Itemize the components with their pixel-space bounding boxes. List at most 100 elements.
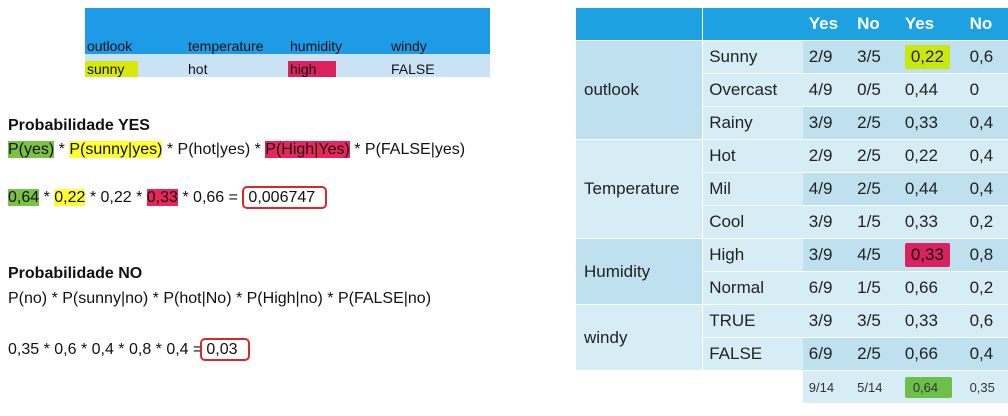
- table-row: Temperature Hot 2/9 2/5 0,22 0,4: [576, 140, 1008, 239]
- cell: 2/9: [802, 41, 852, 74]
- table-row: Normal 6/9 1/5 0,66 0,2: [576, 272, 1008, 305]
- cell: 0,33: [898, 206, 964, 239]
- value-false: FALSE: [702, 338, 803, 371]
- yes-formula-sunny: P(sunny|yes): [69, 141, 163, 158]
- cell: 4/9: [802, 74, 852, 107]
- cell: 0/5: [851, 74, 899, 107]
- cell: 0,4: [963, 140, 1008, 173]
- table-row: Mil 4/9 2/5 0,44 0,4: [576, 173, 1008, 206]
- cell: 3/9: [802, 206, 852, 239]
- value-hot: Hot: [702, 140, 803, 173]
- yes-formula-sep2: * P(hot|yes) *: [162, 141, 266, 158]
- header-prob-no: No: [963, 8, 1008, 41]
- cell: 0,6: [963, 41, 1008, 74]
- cell: 0,22: [898, 140, 964, 173]
- yes-calc-v3: 0,33: [146, 189, 178, 206]
- value-normal: Normal: [702, 272, 803, 305]
- table-row: Cool 3/9 1/5 0,33 0,2: [576, 206, 1008, 239]
- instance-header-humidity: humidity: [288, 8, 389, 54]
- feature-temperature: Temperature: [576, 140, 703, 239]
- header-blank-value: [702, 8, 803, 41]
- cell: 1/5: [851, 272, 899, 305]
- yes-calc-v1: 0,64: [8, 189, 40, 206]
- cell: 3/9: [802, 107, 852, 140]
- feature-outlook: outlook: [576, 41, 703, 140]
- table-row: Rainy 3/9 2/5 0,33 0,4: [576, 107, 1008, 140]
- yes-calculation: 0,64 * 0,22 * 0,22 * 0,33 * 0,66 = 0,006…: [8, 186, 328, 209]
- cell: 3/5: [851, 305, 899, 338]
- cell: 0,33: [898, 305, 964, 338]
- yes-result: 0,006747: [242, 186, 328, 209]
- header-prob-yes: Yes: [898, 8, 964, 41]
- value-overcast: Overcast: [702, 74, 803, 107]
- cell: 0,44: [898, 173, 964, 206]
- cell: 0,4: [963, 338, 1008, 371]
- no-calculation: 0,35 * 0,6 * 0,4 * 0,8 * 0,4 = 0,03: [8, 338, 250, 361]
- highlight-high-yes: 0,33: [904, 243, 950, 267]
- cell: 0: [963, 74, 1008, 107]
- cell: 6/9: [802, 338, 852, 371]
- yes-formula-sep1: *: [54, 141, 70, 158]
- footer-blank-feature: [576, 371, 703, 404]
- cell: 2/5: [851, 173, 899, 206]
- instance-value-row: sunny hot high FALSE: [85, 54, 490, 77]
- table-row: Overcast 4/9 0/5 0,44 0: [576, 74, 1008, 107]
- cell: 3/9: [802, 239, 852, 272]
- instance-value-temperature: hot: [186, 54, 288, 77]
- feature-windy: windy: [576, 305, 703, 371]
- table-row: FALSE 6/9 2/5 0,66 0,4: [576, 338, 1008, 371]
- instance-value-windy: FALSE: [389, 54, 490, 77]
- header-blank-feature: [576, 8, 703, 41]
- cell: 6/9: [802, 272, 852, 305]
- cell: 2/5: [851, 140, 899, 173]
- yes-calc-sep1: *: [39, 189, 55, 206]
- cell-highlight-cell: 0,22: [898, 41, 964, 74]
- instance-cell-humidity: high: [288, 54, 389, 77]
- value-sunny: Sunny: [702, 41, 803, 74]
- cell: 3/9: [802, 305, 852, 338]
- value-cool: Cool: [702, 206, 803, 239]
- highlight-sunny-yes: 0,22: [904, 45, 950, 69]
- instance-value-outlook: sunny: [85, 61, 139, 77]
- value-mil: Mil: [702, 173, 803, 206]
- no-formula: P(no) * P(sunny|no) * P(hot|No) * P(High…: [8, 290, 432, 307]
- value-rainy: Rainy: [702, 107, 803, 140]
- yes-formula-prior: P(yes): [8, 141, 55, 158]
- prior-row: 9/14 5/14 0,64 0,35: [576, 371, 1008, 404]
- probability-table: Yes No Yes No outlook Sunny 2/9 3/5 0,22…: [576, 8, 1008, 404]
- probability-header-row: Yes No Yes No: [576, 8, 1008, 41]
- cell: 0,66: [898, 272, 964, 305]
- yes-title: Probabilidade YES: [8, 117, 150, 134]
- header-count-no: No: [851, 8, 899, 41]
- cell: 0,8: [963, 239, 1008, 272]
- table-row: outlook Sunny 2/9 3/5 0,22 0,6: [576, 41, 1008, 140]
- cell: 3/5: [851, 41, 899, 74]
- prior-count-no: 5/14: [851, 371, 899, 404]
- prior-yes: 0,64: [904, 376, 953, 398]
- no-title: Probabilidade NO: [8, 265, 143, 282]
- cell: 4/9: [802, 173, 852, 206]
- instance-table: outlook temperature humidity windy sunny…: [85, 8, 490, 77]
- feature-humidity: Humidity: [576, 239, 703, 305]
- cell: 2/5: [851, 107, 899, 140]
- table-row: Humidity High 3/9 4/5 0,33 0,8: [576, 239, 1008, 305]
- no-result: 0,03: [200, 338, 250, 361]
- cell-highlight-cell: 0,33: [898, 239, 964, 272]
- cell: 2/9: [802, 140, 852, 173]
- instance-header-row: outlook temperature humidity windy: [85, 8, 490, 54]
- instance-value-humidity: high: [288, 61, 337, 77]
- table-row: windy TRUE 3/9 3/5 0,33 0,6: [576, 305, 1008, 371]
- prior-no: 0,35: [963, 371, 1008, 404]
- cell: 0,44: [898, 74, 964, 107]
- no-calc-expression: 0,35 * 0,6 * 0,4 * 0,8 * 0,4 =: [8, 341, 203, 358]
- cell: 1/5: [851, 206, 899, 239]
- cell: 4/5: [851, 239, 899, 272]
- cell: 0,4: [963, 173, 1008, 206]
- yes-formula-sep3: * P(FALSE|yes): [349, 141, 466, 158]
- yes-calc-sep2: * 0,22 *: [85, 189, 147, 206]
- yes-formula: P(yes) * P(sunny|yes) * P(hot|yes) * P(H…: [8, 141, 465, 159]
- cell: 0,6: [963, 305, 1008, 338]
- prior-count-yes: 9/14: [802, 371, 852, 404]
- cell: 2/5: [851, 338, 899, 371]
- yes-formula-high: P(High|Yes): [265, 141, 350, 158]
